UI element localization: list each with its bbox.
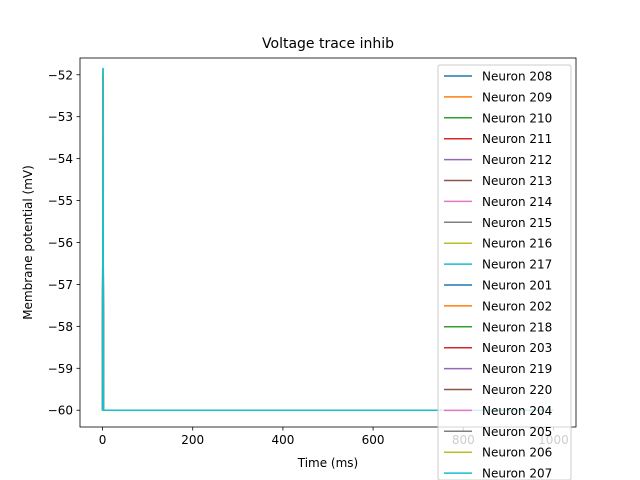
series-line-19 bbox=[101, 67, 554, 411]
legend-label-5: Neuron 213 bbox=[482, 174, 552, 188]
legend-label-2: Neuron 210 bbox=[482, 111, 552, 125]
legend-label-4: Neuron 212 bbox=[482, 153, 552, 167]
legend-label-12: Neuron 218 bbox=[482, 320, 552, 334]
legend: Neuron 208 Neuron 209 Neuron 210 Neuron 211… bbox=[437, 64, 572, 480]
y-tick-label: −54 bbox=[48, 152, 73, 166]
legend-label-9: Neuron 217 bbox=[482, 258, 552, 272]
y-axis-label: Membrane potential (mV) bbox=[21, 165, 35, 320]
y-tick-label: −55 bbox=[48, 194, 73, 208]
y-tick-label: −60 bbox=[48, 404, 73, 418]
series-layer bbox=[101, 67, 554, 411]
x-tick-label: 400 bbox=[271, 433, 294, 447]
legend-label-0: Neuron 208 bbox=[482, 70, 552, 84]
legend-label-11: Neuron 202 bbox=[482, 299, 552, 313]
y-tick-label: −57 bbox=[48, 278, 73, 292]
y-tick-label: −53 bbox=[48, 110, 73, 124]
legend-label-18: Neuron 206 bbox=[482, 446, 552, 460]
legend-label-8: Neuron 216 bbox=[482, 237, 552, 251]
legend-label-15: Neuron 220 bbox=[482, 383, 552, 397]
legend-label-16: Neuron 204 bbox=[482, 404, 552, 418]
legend-label-14: Neuron 219 bbox=[482, 362, 552, 376]
legend-label-19: Neuron 207 bbox=[482, 467, 552, 480]
legend-label-1: Neuron 209 bbox=[482, 90, 552, 104]
x-axis-label: Time (ms) bbox=[297, 456, 359, 470]
legend-label-10: Neuron 201 bbox=[482, 279, 552, 293]
legend-label-3: Neuron 211 bbox=[482, 132, 552, 146]
legend-label-6: Neuron 214 bbox=[482, 195, 552, 209]
chart-title: Voltage trace inhib bbox=[262, 36, 394, 52]
legend-label-17: Neuron 205 bbox=[482, 425, 552, 439]
legend-label-7: Neuron 215 bbox=[482, 216, 552, 230]
x-tick-label: 600 bbox=[362, 433, 385, 447]
y-tick-label: −58 bbox=[48, 320, 73, 334]
x-tick-label: 0 bbox=[99, 433, 107, 447]
y-axis-ticks: −60 −59 −58 −57 −56 −55 −54 −53 −52 bbox=[48, 68, 80, 418]
legend-box bbox=[437, 64, 572, 480]
y-tick-label: −59 bbox=[48, 362, 73, 376]
y-tick-label: −52 bbox=[48, 68, 73, 82]
legend-label-13: Neuron 203 bbox=[482, 341, 552, 355]
x-tick-label: 200 bbox=[181, 433, 204, 447]
y-tick-label: −56 bbox=[48, 236, 73, 250]
